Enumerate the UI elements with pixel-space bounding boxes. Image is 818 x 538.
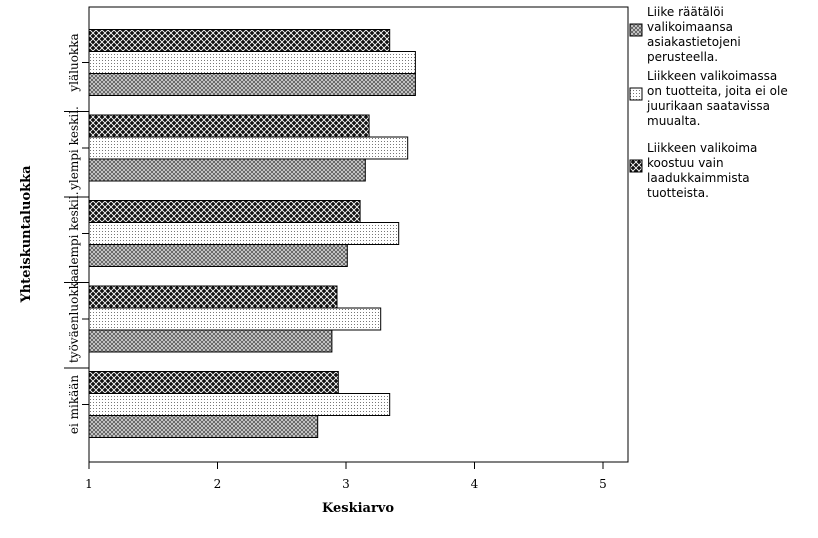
x-tick-label: 5 [599,477,607,491]
legend-label: koostuu vain [647,156,724,170]
legend: Liike räätälöivalikoimaansaasiakastietoj… [629,5,788,200]
legend-swatch [629,159,643,173]
category-label: ei mikään [67,375,81,435]
x-axis-title: Keskiarvo [322,501,394,516]
legend-label: juurikaan saatavissa [646,99,770,113]
legend-label: on tuotteita, joita ei ole [647,84,788,98]
x-tick-label: 4 [471,477,479,491]
bar-dark-crosshatch-0 [88,29,391,52]
legend-label: perusteella. [647,50,718,64]
bars-layer [88,29,416,438]
legend-label: Liikkeen valikoimassa [647,69,777,83]
bar-light-crosshatch-3 [88,329,333,353]
bar-dotted-3 [88,307,382,331]
legend-label: Liike räätälöi [647,5,724,19]
legend-label: tuotteista. [647,186,709,200]
y-axis-title: Yhteiskuntaluokka [19,165,34,304]
bar-dotted-2 [88,222,400,245]
bar-light-crosshatch-2 [88,244,348,267]
bar-dotted-4 [88,393,391,416]
legend-swatch [629,23,643,37]
legend-label: muualta. [647,114,700,128]
category-label: työväenluokka [67,275,81,363]
bar-light-crosshatch-4 [88,415,319,438]
bar-dotted-0 [88,51,416,74]
x-axis: 1 2 3 4 5 [85,462,607,491]
bar-dark-crosshatch-3 [88,285,338,309]
bar-light-crosshatch-1 [88,158,366,182]
legend-swatch [629,87,643,101]
category-label: alempi keskil. [67,191,81,275]
category-label: yläluokka [67,33,81,92]
bar-dark-crosshatch-1 [88,114,370,138]
bar-dotted-1 [88,136,409,160]
legend-label: laadukkaimmista [647,171,750,185]
bar-dark-crosshatch-2 [88,200,361,223]
legend-label: Liikkeen valikoima [647,141,757,155]
bar-dark-crosshatch-4 [88,371,339,394]
x-tick-label: 3 [342,477,350,491]
category-label: ylempi keskil. [67,106,81,191]
x-tick-label: 2 [214,477,222,491]
legend-label: asiakastietojeni [647,35,741,49]
legend-label: valikoimaansa [647,20,733,34]
x-tick-label: 1 [85,477,93,491]
bar-light-crosshatch-0 [88,73,416,96]
y-axis: yläluokka ylempi keskil.alempi keskil.työ… [64,33,89,434]
